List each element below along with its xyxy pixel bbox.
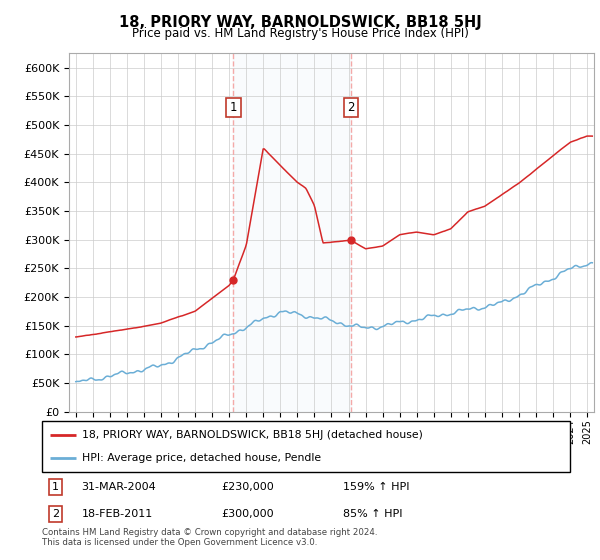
- Text: 2: 2: [347, 101, 355, 114]
- Text: £230,000: £230,000: [221, 482, 274, 492]
- Text: Price paid vs. HM Land Registry's House Price Index (HPI): Price paid vs. HM Land Registry's House …: [131, 27, 469, 40]
- Text: 31-MAR-2004: 31-MAR-2004: [82, 482, 157, 492]
- Text: 1: 1: [230, 101, 237, 114]
- Text: 2: 2: [52, 508, 59, 519]
- Text: 85% ↑ HPI: 85% ↑ HPI: [343, 508, 403, 519]
- Text: HPI: Average price, detached house, Pendle: HPI: Average price, detached house, Pend…: [82, 453, 321, 463]
- Text: 18-FEB-2011: 18-FEB-2011: [82, 508, 153, 519]
- Text: 1: 1: [52, 482, 59, 492]
- Text: Contains HM Land Registry data © Crown copyright and database right 2024.
This d: Contains HM Land Registry data © Crown c…: [42, 528, 377, 547]
- Text: £300,000: £300,000: [221, 508, 274, 519]
- Bar: [233, 53, 350, 412]
- Text: 18, PRIORY WAY, BARNOLDSWICK, BB18 5HJ (detached house): 18, PRIORY WAY, BARNOLDSWICK, BB18 5HJ (…: [82, 430, 422, 440]
- Text: 18, PRIORY WAY, BARNOLDSWICK, BB18 5HJ: 18, PRIORY WAY, BARNOLDSWICK, BB18 5HJ: [119, 15, 481, 30]
- Text: 159% ↑ HPI: 159% ↑ HPI: [343, 482, 409, 492]
